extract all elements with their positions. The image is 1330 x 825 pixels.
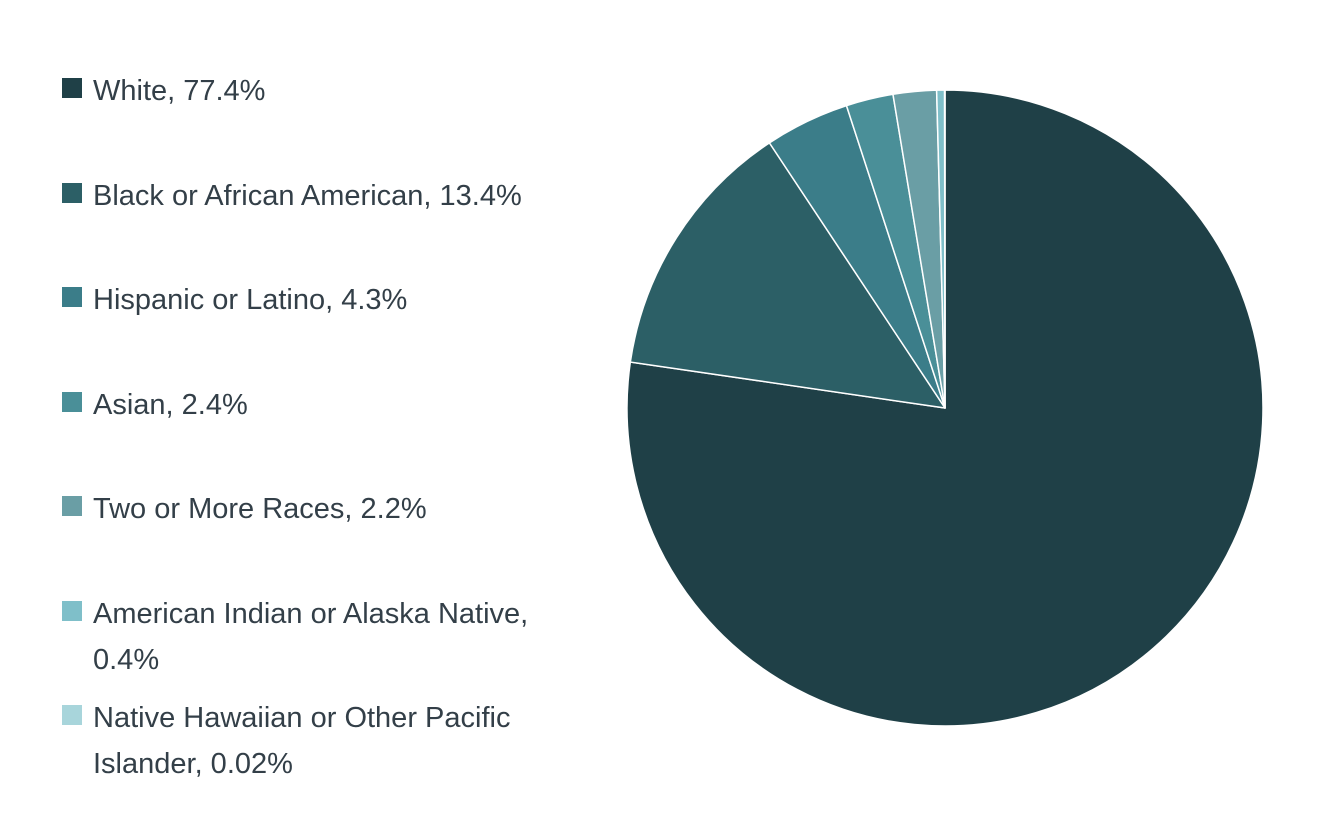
legend: White, 77.4% Black or African American, 1… bbox=[0, 0, 620, 825]
legend-swatch bbox=[62, 705, 82, 725]
legend-label: Native Hawaiian or Other Pacific Islande… bbox=[93, 702, 511, 780]
legend-swatch bbox=[62, 496, 82, 516]
legend-item: Two or More Races, 2.2% bbox=[62, 486, 593, 532]
legend-label: White, 77.4% bbox=[93, 75, 266, 107]
pie-slice bbox=[629, 142, 946, 409]
legend-label: Black or African American, 13.4% bbox=[93, 179, 522, 212]
legend-swatch bbox=[62, 287, 82, 307]
legend-item: Native Hawaiian or Other Pacific Islande… bbox=[62, 695, 593, 787]
legend-label: Hispanic or Latino, 4.3% bbox=[93, 284, 408, 316]
legend-swatch bbox=[62, 182, 82, 203]
legend-item: Asian, 2.4% bbox=[62, 382, 593, 428]
legend-label: Asian, 2.4% bbox=[93, 388, 248, 421]
legend-swatch bbox=[62, 391, 82, 412]
legend-swatch bbox=[62, 78, 82, 98]
legend-swatch bbox=[62, 600, 82, 621]
legend-item: American Indian or Alaska Native, 0.4% bbox=[62, 591, 593, 683]
legend-item: Hispanic or Latino, 4.3% bbox=[62, 277, 593, 323]
legend-label: American Indian or Alaska Native, 0.4% bbox=[93, 597, 529, 676]
legend-label: Two or More Races, 2.2% bbox=[93, 493, 427, 525]
legend-item: Black or African American, 13.4% bbox=[62, 173, 593, 219]
pie-slice bbox=[626, 89, 1264, 727]
legend-item: White, 77.4% bbox=[62, 68, 593, 114]
